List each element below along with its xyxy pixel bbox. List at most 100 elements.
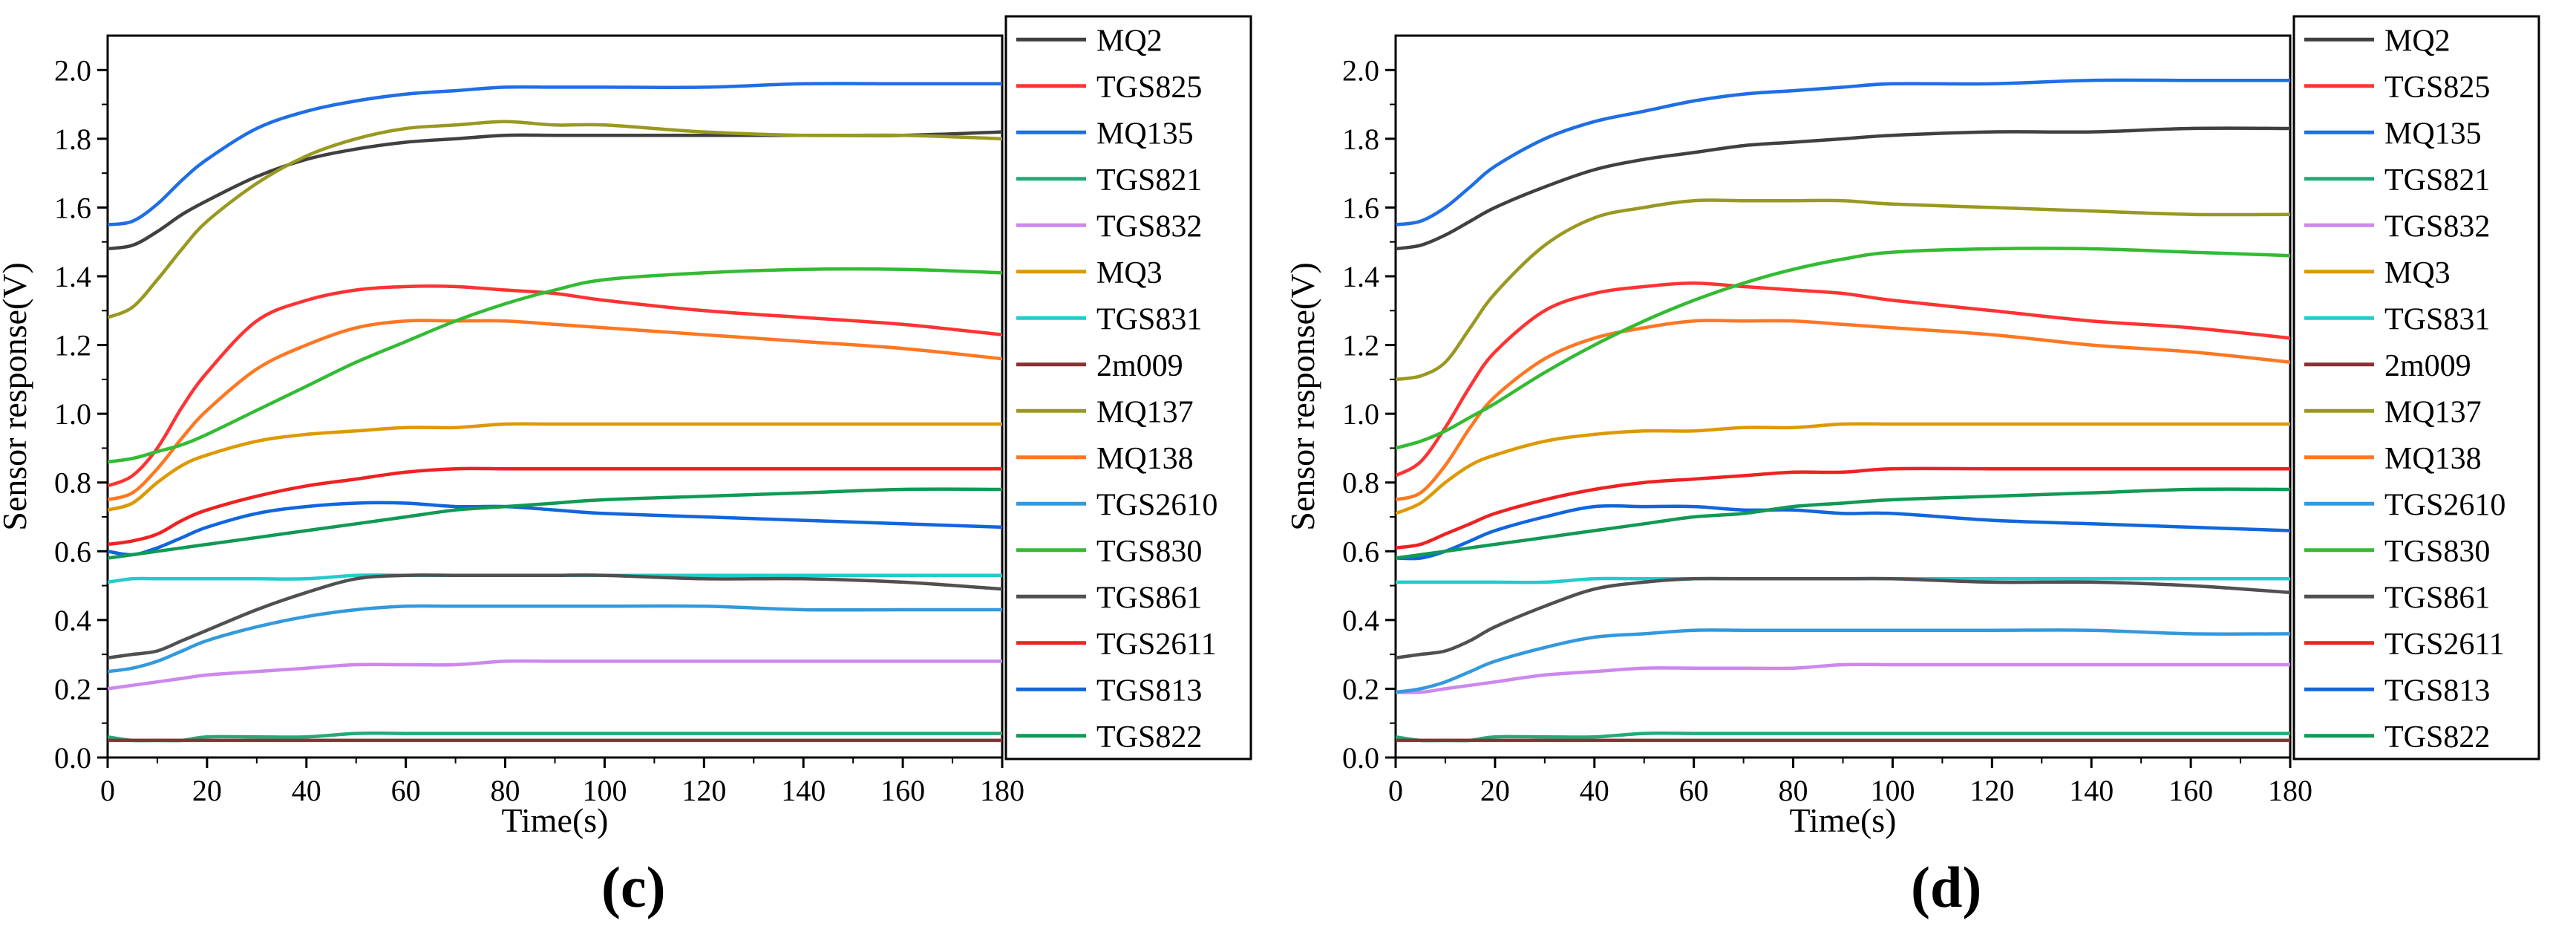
series-line-mq135 (108, 82, 1002, 227)
x-tick-label: 40 (1580, 774, 1609, 807)
y-axis-title: Sensor response(V) (0, 262, 33, 531)
y-tick-label: 1.4 (54, 260, 91, 293)
series-line-tgs2611 (108, 466, 1002, 547)
y-tick-label: 1.6 (54, 191, 91, 224)
series-line-tgs825 (108, 284, 1002, 488)
series-line-tgs2610 (108, 604, 1002, 674)
y-tick-label: 0.4 (1342, 604, 1379, 637)
legend-label-tgs825: TGS825 (1096, 71, 1202, 105)
y-tick-label: 1.0 (54, 397, 91, 431)
panel-label-c: (c) (601, 855, 666, 919)
legend-label-mq137: MQ137 (1096, 395, 1194, 429)
legend-label-tgs825: TGS825 (2384, 71, 2490, 105)
legend-label-tgs821: TGS821 (1096, 163, 1202, 198)
y-tick-label: 1.8 (54, 123, 91, 156)
x-tick-label: 40 (292, 774, 321, 807)
x-tick-label: 140 (2069, 774, 2114, 807)
panel-label-d: (d) (1911, 855, 1982, 919)
series-line-tgs832 (1396, 662, 2290, 694)
x-tick-label: 180 (980, 774, 1024, 807)
x-tick-label: 0 (100, 774, 115, 807)
legend-box (2292, 15, 2540, 760)
y-tick-label: 1.6 (1342, 191, 1379, 224)
series-line-tgs825 (1396, 281, 2290, 478)
legend-label-tgs2611: TGS2611 (1096, 628, 1217, 662)
y-tick-label: 0.0 (54, 741, 91, 775)
series-line-mq2 (1396, 126, 2290, 251)
legend-label-tgs2610: TGS2610 (1096, 488, 1217, 522)
series-line-mq135 (1396, 78, 2290, 227)
x-tick-label: 20 (1480, 774, 1510, 807)
y-tick-label: 0.0 (1342, 741, 1379, 775)
legend-label-tgs2610: TGS2610 (2384, 488, 2505, 522)
y-tick-label: 0.2 (1342, 672, 1379, 706)
x-tick-label: 160 (2168, 774, 2213, 807)
legend-label-mq3: MQ3 (2384, 256, 2451, 290)
legend-label-tgs813: TGS813 (2384, 674, 2490, 708)
x-tick-label: 20 (192, 774, 222, 807)
legend-label-mq135: MQ135 (1096, 117, 1194, 151)
legend-label-tgs831: TGS831 (1096, 302, 1202, 336)
y-tick-label: 0.2 (54, 672, 91, 706)
series-line-mq2 (108, 130, 1002, 251)
plot-frame (1394, 34, 2292, 759)
x-tick-label: 0 (1388, 774, 1403, 807)
series-line-mq137 (1396, 198, 2290, 382)
x-axis-title: Time(s) (502, 801, 609, 839)
legend-label-2m009: 2m009 (1096, 349, 1183, 383)
x-tick-label: 180 (2268, 774, 2312, 807)
legend-label-2m009: 2m009 (2384, 349, 2471, 383)
y-tick-label: 1.4 (1342, 260, 1379, 293)
legend-label-mq138: MQ138 (1096, 442, 1194, 476)
chart-panel-d: 0.0 0.2 0.4 0.6 0.8 1.0 1.2 1.4 1.6 1.8 2.0 0 20 40 60… (1288, 15, 2540, 839)
series-line-tgs2610 (1396, 628, 2290, 694)
y-tick-label: 0.6 (54, 535, 91, 568)
x-tick-label: 140 (781, 774, 826, 807)
x-tick-label: 160 (880, 774, 925, 807)
legend-label-mq135: MQ135 (2384, 117, 2482, 151)
legend-label-tgs830: TGS830 (1096, 535, 1202, 569)
series-line-tgs2611 (1396, 466, 2290, 550)
legend-label-mq137: MQ137 (2384, 395, 2482, 429)
y-tick-label: 2.0 (54, 53, 91, 87)
y-tick-label: 1.2 (1342, 329, 1379, 362)
x-tick-label: 80 (1779, 774, 1808, 807)
legend-label-mq2: MQ2 (2384, 24, 2451, 58)
x-tick-label: 60 (1679, 774, 1709, 807)
series-line-mq138 (108, 319, 1002, 502)
series-line-tgs822 (108, 487, 1002, 560)
series-line-mq138 (1396, 319, 2290, 502)
legend-label-mq3: MQ3 (1096, 256, 1163, 290)
legend-label-tgs813: TGS813 (1096, 674, 1202, 708)
x-tick-label: 120 (1969, 774, 2014, 807)
legend-label-tgs2611: TGS2611 (2384, 628, 2505, 662)
series-line-tgs832 (108, 659, 1002, 691)
legend-label-tgs861: TGS861 (1096, 581, 1202, 615)
x-tick-label: 60 (391, 774, 421, 807)
series-line-tgs813 (1396, 504, 2290, 561)
y-tick-label: 1.2 (54, 329, 91, 362)
x-axis-title: Time(s) (1790, 801, 1897, 839)
series-line-tgs830 (108, 267, 1002, 464)
x-tick-label: 100 (1870, 774, 1915, 807)
legend-label-tgs832: TGS832 (1096, 209, 1202, 244)
series-line-tgs822 (1396, 487, 2290, 560)
legend-label-tgs822: TGS822 (1096, 720, 1202, 755)
y-tick-label: 0.6 (1342, 535, 1379, 568)
y-tick-label: 0.8 (1342, 466, 1379, 500)
y-axis-title: Sensor response(V) (1288, 262, 1321, 531)
y-tick-label: 2.0 (1342, 53, 1379, 87)
series-line-mq3 (1396, 422, 2290, 515)
series-line-mq137 (108, 120, 1002, 319)
legend-label-tgs822: TGS822 (2384, 720, 2490, 755)
x-tick-label: 120 (681, 774, 726, 807)
legend-box (1004, 15, 1252, 760)
y-tick-label: 0.8 (54, 466, 91, 500)
legend-label-mq2: MQ2 (1096, 24, 1163, 58)
y-tick-label: 1.0 (1342, 397, 1379, 431)
x-tick-label: 100 (582, 774, 627, 807)
chart-panel-c: 0.0 0.2 0.4 0.6 0.8 1.0 1.2 1.4 1.6 1.8 2.0 0 20 40 60… (0, 15, 1252, 839)
y-tick-label: 0.4 (54, 604, 91, 637)
series-line-tgs861 (108, 573, 1002, 660)
